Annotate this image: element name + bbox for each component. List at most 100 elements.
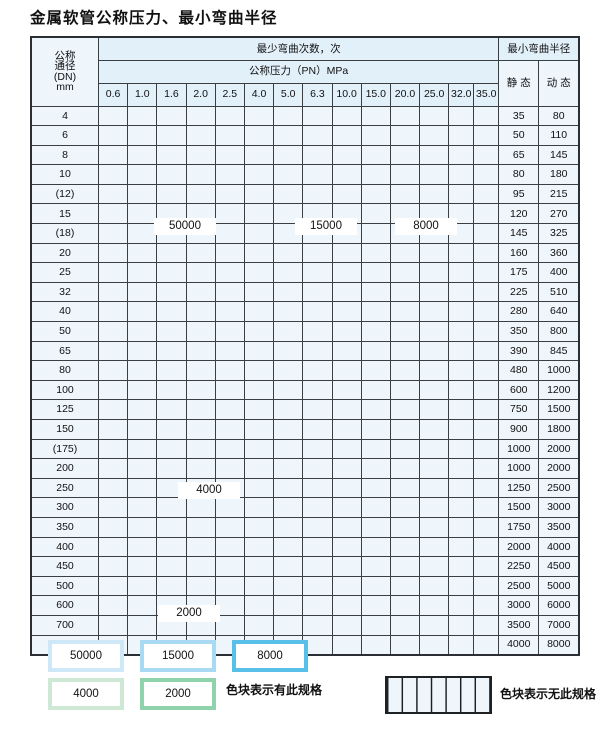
no-spec-cell xyxy=(448,379,475,401)
spec-cell xyxy=(214,242,245,264)
spec-cell xyxy=(156,125,187,146)
spec-cell xyxy=(243,281,275,303)
table-row: 8 65 145 xyxy=(30,144,580,166)
no-spec-cell xyxy=(419,516,450,538)
spec-cell xyxy=(97,536,129,558)
static-radius-cell: 80 xyxy=(498,164,540,185)
static-radius-cell: 280 xyxy=(498,301,540,323)
no-spec-cell xyxy=(302,399,333,420)
no-spec-cell xyxy=(331,419,362,440)
pressure-column-header: 0.6 xyxy=(97,82,129,107)
dn-cell: 500 xyxy=(30,575,99,597)
no-spec-cell xyxy=(302,340,333,362)
no-spec-cell xyxy=(448,125,475,146)
no-spec-cell xyxy=(389,595,421,616)
dn-cell: 20 xyxy=(30,242,99,264)
spec-cell xyxy=(273,281,304,303)
dn-header-cell: 公称 通径 (DN) mm xyxy=(30,36,99,107)
spec-cell xyxy=(302,164,333,185)
static-radius-cell: 3500 xyxy=(498,614,540,636)
no-spec-cell xyxy=(331,379,362,401)
no-spec-cell xyxy=(473,321,500,342)
dynamic-radius-cell: 400 xyxy=(538,262,580,283)
spec-cell xyxy=(185,575,216,597)
table-row: 10 80 180 xyxy=(30,164,580,185)
spec-cell xyxy=(273,183,304,205)
table-row: 32 225 510 xyxy=(30,281,580,303)
no-spec-cell xyxy=(243,575,275,597)
no-spec-cell xyxy=(331,536,362,558)
table-row: 250 1250 2500 xyxy=(30,477,580,499)
dn-cell: 25 xyxy=(30,262,99,283)
no-spec-cell xyxy=(273,575,304,597)
no-spec-cell xyxy=(473,379,500,401)
spec-cell xyxy=(214,536,245,558)
no-spec-cell xyxy=(473,242,500,264)
spec-cell xyxy=(185,556,216,577)
no-spec-cell xyxy=(473,301,500,323)
no-spec-cell xyxy=(273,497,304,518)
table-row: (175) 1000 2000 xyxy=(30,438,580,460)
spec-cell xyxy=(97,379,129,401)
no-spec-cell xyxy=(273,399,304,420)
spec-cell xyxy=(156,497,187,518)
spec-cell xyxy=(302,281,333,303)
no-spec-cell xyxy=(389,242,421,264)
dynamic-radius-cell: 1200 xyxy=(538,379,580,401)
spec-cell xyxy=(214,281,245,303)
spec-cell xyxy=(243,262,275,283)
spec-cell xyxy=(273,301,304,323)
no-spec-cell xyxy=(419,497,450,518)
spec-cell xyxy=(97,301,129,323)
no-spec-cell xyxy=(419,556,450,577)
spec-cell xyxy=(419,183,450,205)
dn-cell: 10 xyxy=(30,164,99,185)
dn-cell: 150 xyxy=(30,419,99,440)
no-spec-cell xyxy=(448,281,475,303)
no-spec-cell xyxy=(331,595,362,616)
pressure-column-header: 20.0 xyxy=(389,82,421,107)
spec-cell xyxy=(214,301,245,323)
dn-cell: 400 xyxy=(30,536,99,558)
cycle-value-tag: 2000 xyxy=(158,605,220,622)
dn-header-line-4: mm xyxy=(56,81,74,94)
spec-cell xyxy=(214,203,245,225)
dynamic-radius-cell: 8000 xyxy=(538,634,580,656)
no-spec-cell xyxy=(302,595,333,616)
page-title: 金属软管公称压力、最小弯曲半径 xyxy=(30,8,278,27)
static-radius-cell: 160 xyxy=(498,242,540,264)
no-spec-cell xyxy=(419,419,450,440)
table-row: 100 600 1200 xyxy=(30,379,580,401)
no-spec-cell xyxy=(389,536,421,558)
no-spec-cell xyxy=(331,497,362,518)
dn-cell: 600 xyxy=(30,595,99,616)
pressure-column-header: 35.0 xyxy=(473,82,500,107)
no-spec-cell xyxy=(331,458,362,479)
no-spec-cell xyxy=(389,575,421,597)
table-row: 125 750 1500 xyxy=(30,399,580,420)
legend-swatch: 50000 xyxy=(48,640,124,672)
static-radius-cell: 4000 xyxy=(498,634,540,656)
no-spec-cell xyxy=(331,575,362,597)
spec-cell xyxy=(243,203,275,225)
table-row: 150 900 1800 xyxy=(30,419,580,440)
static-radius-cell: 600 xyxy=(498,379,540,401)
spec-cell xyxy=(185,183,216,205)
no-spec-cell xyxy=(331,399,362,420)
spec-cell xyxy=(331,144,362,166)
dynamic-radius-header: 动 态 xyxy=(538,59,580,107)
spec-cell xyxy=(156,281,187,303)
spec-cell xyxy=(273,144,304,166)
no-spec-cell xyxy=(448,242,475,264)
static-radius-cell: 35 xyxy=(498,105,540,127)
no-spec-cell xyxy=(448,321,475,342)
spec-cell xyxy=(156,144,187,166)
no-spec-cell xyxy=(331,516,362,538)
no-spec-cell xyxy=(273,536,304,558)
spec-cell xyxy=(97,105,129,127)
no-spec-cell xyxy=(273,614,304,636)
static-radius-cell: 120 xyxy=(498,203,540,225)
spec-cell xyxy=(97,164,129,185)
spec-cell xyxy=(331,281,362,303)
spec-cell xyxy=(97,438,129,460)
